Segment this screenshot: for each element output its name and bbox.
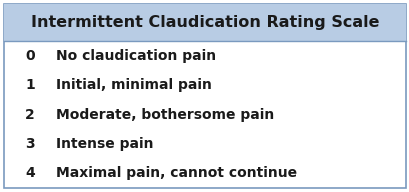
FancyBboxPatch shape — [4, 4, 405, 188]
Text: No claudication pain: No claudication pain — [56, 49, 216, 63]
Text: 4: 4 — [25, 166, 35, 180]
Text: 0: 0 — [25, 49, 35, 63]
Text: 1: 1 — [25, 78, 35, 92]
Text: 2: 2 — [25, 108, 35, 122]
Text: Intense pain: Intense pain — [56, 137, 153, 151]
Text: Initial, minimal pain: Initial, minimal pain — [56, 78, 211, 92]
FancyBboxPatch shape — [4, 4, 405, 41]
Text: 3: 3 — [25, 137, 35, 151]
Text: Intermittent Claudication Rating Scale: Intermittent Claudication Rating Scale — [31, 15, 378, 30]
Text: Moderate, bothersome pain: Moderate, bothersome pain — [56, 108, 274, 122]
Text: Maximal pain, cannot continue: Maximal pain, cannot continue — [56, 166, 297, 180]
